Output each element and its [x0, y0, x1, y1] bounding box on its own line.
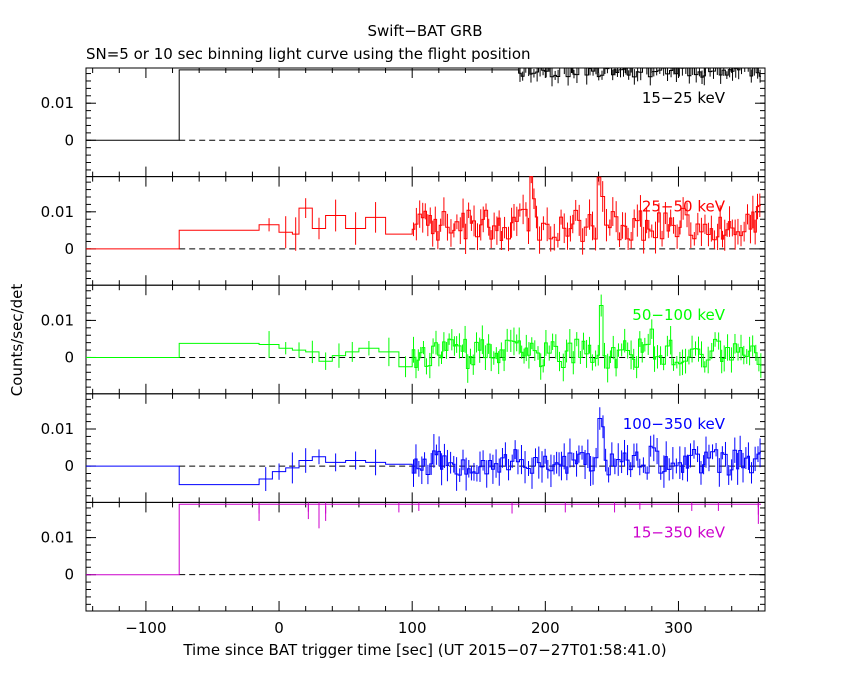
- y-tick-label: 0.01: [41, 311, 74, 329]
- y-axis-label: Counts/sec/det: [8, 284, 26, 397]
- y-tick-label: 0: [64, 240, 74, 258]
- x-tick-label: 0: [274, 619, 284, 637]
- light-curve-series: [86, 503, 761, 576]
- panels-group: 0 0.01 15−25 keV 0 0.01 25−50 keV 0 0.01 50−100 …: [41, 67, 766, 637]
- panel-frame: [85, 176, 766, 286]
- y-tick-label: 0: [64, 131, 74, 149]
- light-curve-series: [86, 418, 761, 486]
- y-tick-label: 0: [64, 348, 74, 366]
- light-curve-series: [86, 67, 761, 141]
- chart-subtitle: SN=5 or 10 sec binning light curve using…: [86, 45, 531, 63]
- y-tick-label: 0.01: [41, 94, 74, 112]
- band-label: 25−50 keV: [642, 198, 726, 216]
- chart-title: Swift−BAT GRB: [367, 22, 482, 40]
- band-label: 50−100 keV: [632, 306, 725, 324]
- y-tick-label: 0: [64, 566, 74, 584]
- light-curve-series: [86, 305, 762, 369]
- y-tick-label: 0.01: [41, 420, 74, 438]
- band-label: 100−350 keV: [623, 415, 726, 433]
- y-tick-label: 0.01: [41, 203, 74, 221]
- band-label: 15−25 keV: [642, 89, 726, 107]
- band-label: 15−350 keV: [632, 523, 725, 541]
- y-tick-label: 0.01: [41, 529, 74, 547]
- light-curve-series: [86, 176, 761, 250]
- x-tick-label: 300: [664, 619, 693, 637]
- panel-frame: [85, 67, 766, 178]
- panel-frame: [85, 501, 766, 612]
- x-tick-label: 200: [531, 619, 560, 637]
- x-tick-label: 100: [398, 619, 427, 637]
- x-axis-label: Time since BAT trigger time [sec] (UT 20…: [182, 641, 666, 659]
- panel-frame: [85, 284, 766, 395]
- y-tick-label: 0: [64, 457, 74, 475]
- panel-frame: [85, 393, 766, 503]
- x-tick-label: −100: [125, 619, 166, 637]
